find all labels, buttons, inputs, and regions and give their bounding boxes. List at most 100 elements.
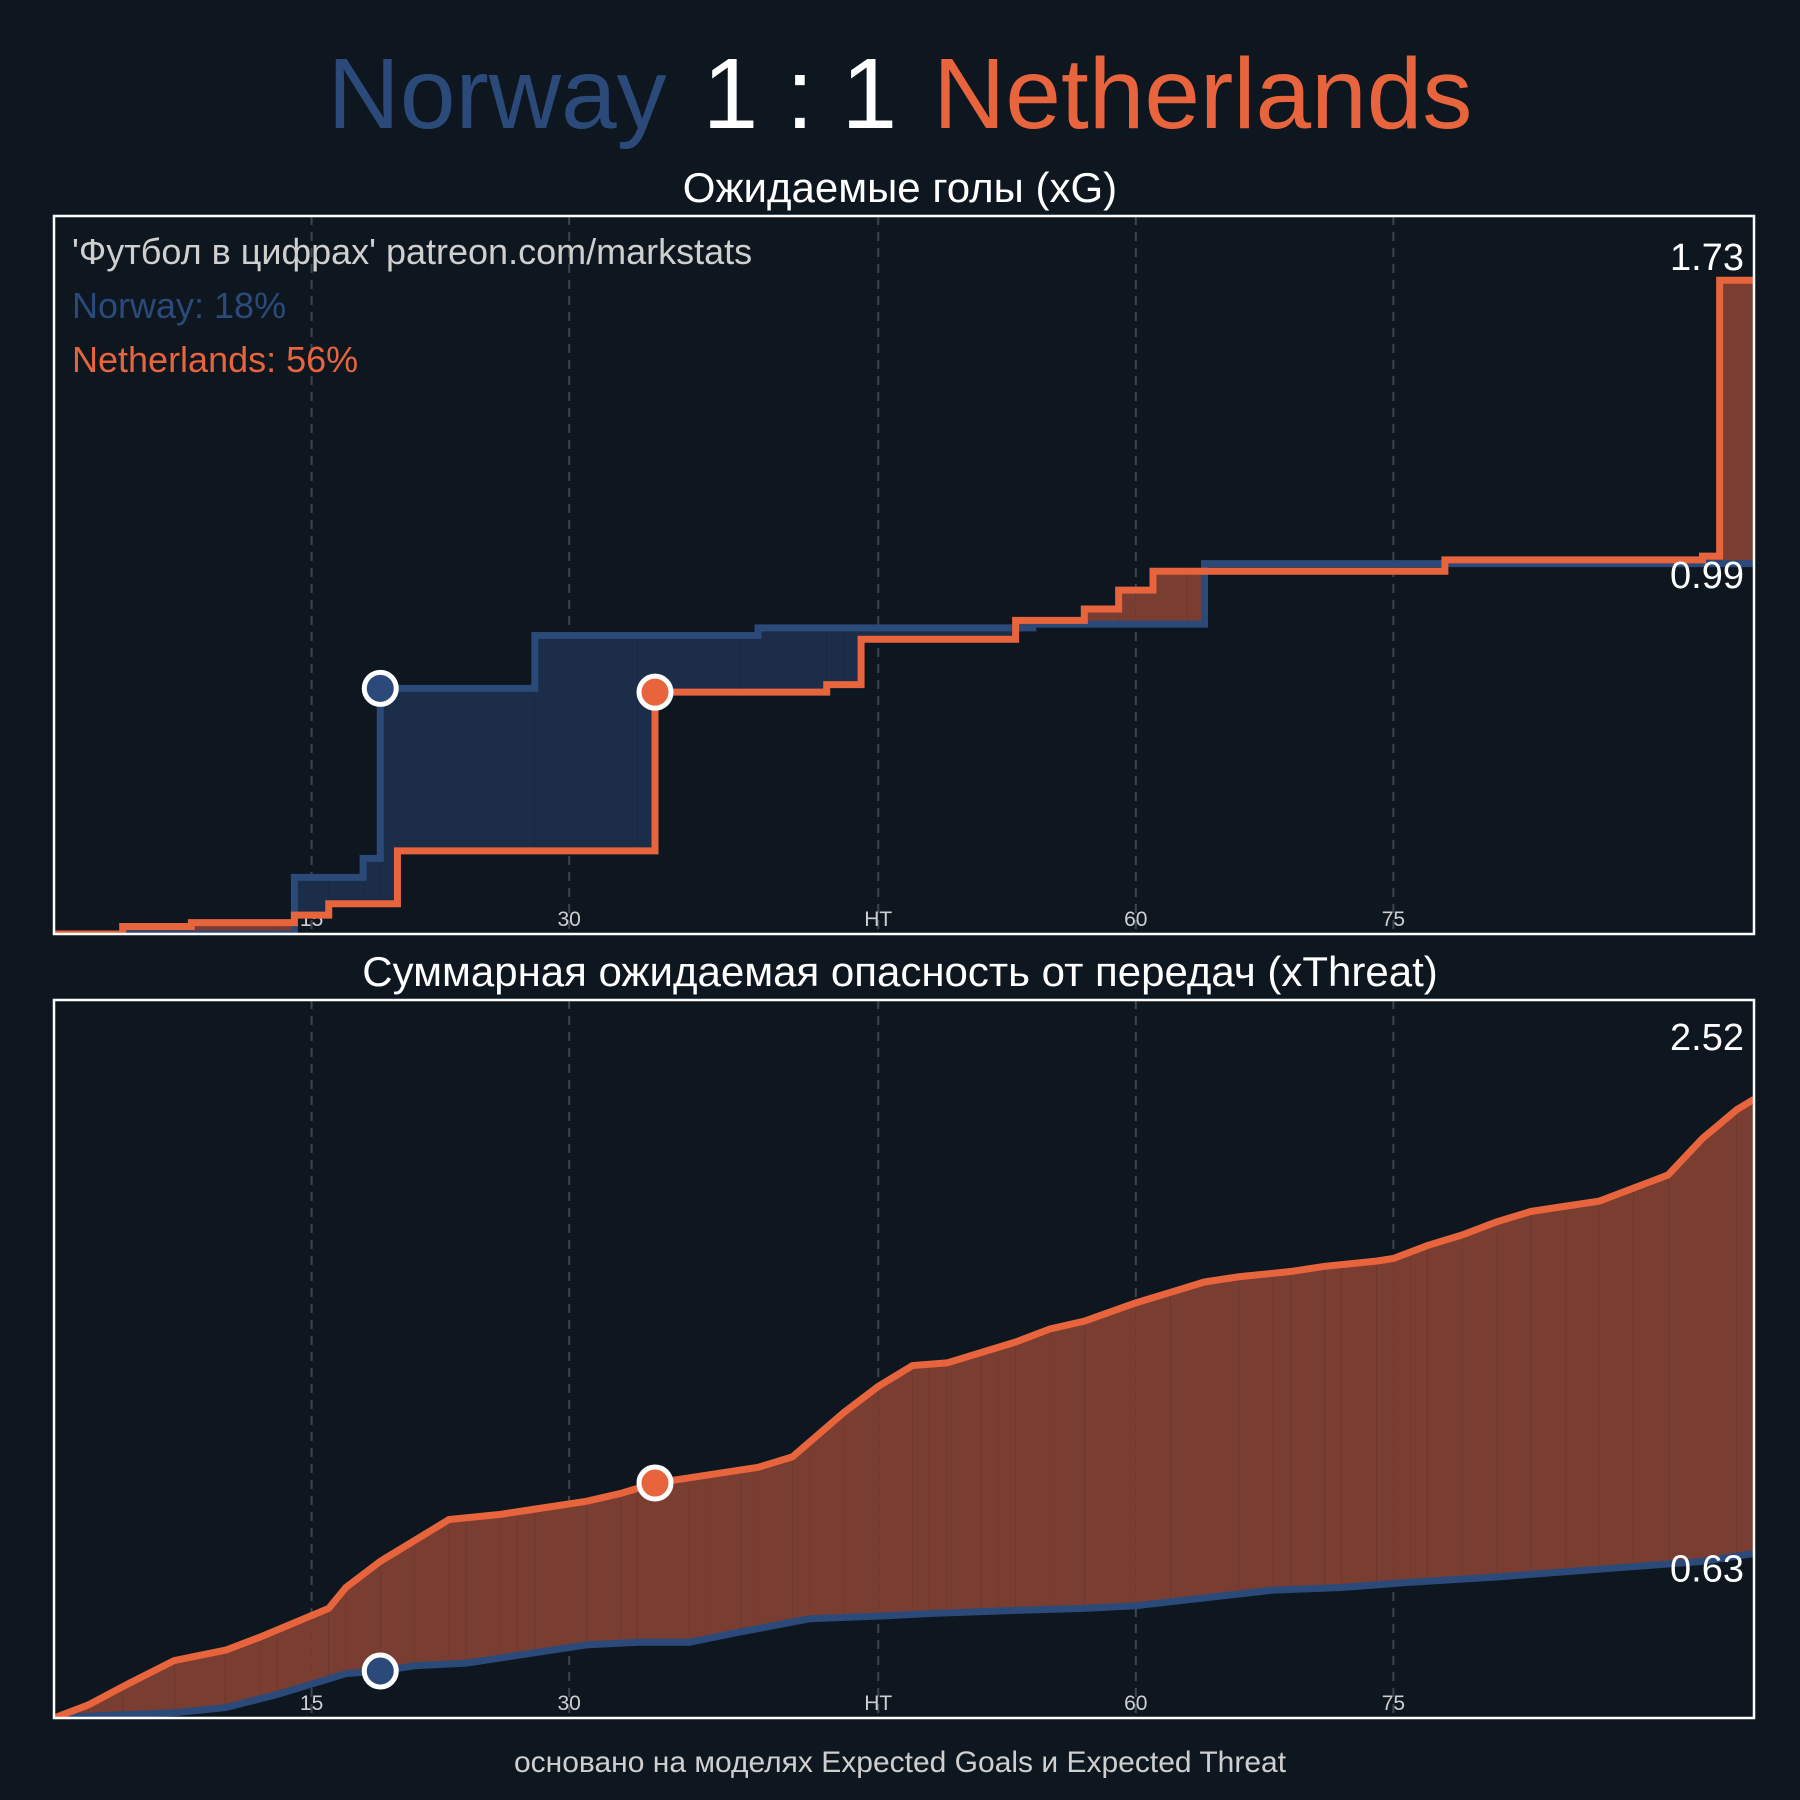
netherlands-lead-area (946, 1352, 982, 1613)
norway-goal-marker (361, 1652, 399, 1690)
netherlands-lead-area (1736, 1099, 1754, 1557)
netherlands-lead-area (414, 1519, 449, 1666)
score-title: Norway 1 : 1 Netherlands (328, 38, 1473, 150)
home-win-prob: Norway: 18% (72, 285, 286, 326)
netherlands-lead-area (1462, 1221, 1497, 1580)
tick-label: HT (864, 908, 892, 931)
netherlands-end-value: 2.52 (1670, 1017, 1744, 1059)
norway-lead-area (380, 688, 398, 904)
norway-xthreat-line (54, 1550, 1754, 1718)
netherlands-lead-area (1324, 1264, 1342, 1589)
netherlands-lead-area (998, 1342, 1016, 1611)
norway-lead-area (328, 877, 346, 904)
norway-lead-area (809, 627, 827, 693)
netherlands-lead-area (1170, 1281, 1205, 1602)
netherlands-lead-area (1135, 1292, 1171, 1606)
norway-lead-area (294, 877, 329, 916)
netherlands-lead-area (655, 1477, 690, 1643)
xthreat-panel-title: Суммарная ожидаемая опасность от передач… (362, 948, 1438, 995)
netherlands-lead-area (260, 1629, 278, 1699)
netherlands-lead-area (1084, 609, 1102, 625)
netherlands-lead-area (328, 1587, 346, 1679)
netherlands-goal-marker (636, 1464, 674, 1502)
norway-lead-area (826, 627, 844, 685)
netherlands-lead-area (1702, 1109, 1737, 1562)
netherlands-lead-area (1530, 1206, 1566, 1575)
netherlands-lead-area (1049, 1321, 1085, 1610)
netherlands-lead-area (1015, 1328, 1050, 1611)
norway-lead-area (655, 635, 741, 693)
netherlands-lead-area (740, 1467, 759, 1632)
netherlands-lead-area (1633, 1174, 1669, 1567)
netherlands-lead-area (1152, 571, 1188, 625)
netherlands-lead-area (792, 1442, 810, 1623)
netherlands-lead-area (1290, 1266, 1325, 1590)
norway-lead-area (843, 627, 862, 685)
netherlands-lead-area (517, 1509, 535, 1656)
netherlands-lead-area (1376, 1258, 1394, 1585)
tick-label: 75 (1382, 908, 1405, 931)
panel-frame (52, 214, 1756, 936)
netherlands-xthreat-line (54, 1096, 1754, 1718)
netherlands-lead-area (706, 1469, 741, 1639)
netherlands-lead-area (1496, 1211, 1531, 1578)
score: 1 : 1 (703, 38, 898, 150)
netherlands-lead-area (311, 1608, 329, 1685)
norway-end-value: 0.63 (1670, 1549, 1744, 1591)
xg-panel: 15 30 HT 60 750.991.73 (52, 214, 1756, 936)
netherlands-lead-area (620, 1488, 638, 1644)
netherlands-lead-area (586, 1493, 621, 1645)
netherlands-lead-area (1410, 1245, 1428, 1583)
panel-frame (52, 998, 1756, 1720)
tick-label: HT (864, 1692, 892, 1715)
netherlands-lead-area (929, 1362, 947, 1614)
tick-label: 75 (1382, 1692, 1405, 1715)
tick-label: 15 (300, 1692, 323, 1715)
watermark: 'Футбол в цифрах' patreon.com/markstats (72, 231, 752, 272)
netherlands-lead-area (345, 1561, 381, 1674)
away-team-name: Netherlands (933, 38, 1472, 150)
tick-label: 30 (557, 1692, 580, 1715)
xg-panel-title: Ожидаемые голы (xG) (683, 164, 1117, 211)
footer-note: основано на моделях Expected Goals и Exp… (514, 1746, 1287, 1779)
netherlands-lead-area (1135, 590, 1153, 625)
netherlands-lead-area (758, 1456, 793, 1629)
netherlands-end-value: 1.73 (1670, 237, 1744, 279)
netherlands-lead-area (1427, 1234, 1463, 1582)
norway-lead-area (517, 688, 535, 851)
norway-lead-area (345, 877, 364, 904)
netherlands-lead-area (637, 1483, 656, 1643)
netherlands-lead-area (809, 1412, 844, 1619)
netherlands-lead-area (174, 1650, 226, 1713)
netherlands-lead-area (1668, 1138, 1703, 1564)
netherlands-lead-area (1118, 590, 1136, 625)
netherlands-lead-area (1101, 609, 1119, 625)
norway-lead-area (740, 635, 759, 693)
netherlands-lead-area (981, 1347, 999, 1612)
netherlands-lead-area (1565, 1201, 1600, 1572)
netherlands-lead-area (1599, 1187, 1634, 1570)
netherlands-lead-area (1084, 1302, 1136, 1609)
netherlands-lead-area (500, 1511, 518, 1658)
norway-goal-marker (361, 669, 399, 707)
netherlands-lead-area (122, 1660, 175, 1715)
tick-label: 30 (557, 908, 580, 931)
netherlands-xg-line (54, 276, 1754, 934)
norway-lead-area (758, 627, 810, 693)
netherlands-lead-area (1204, 1276, 1239, 1598)
norway-lead-area (397, 688, 518, 851)
netherlands-lead-area (1187, 571, 1205, 625)
netherlands-lead-area (1341, 1261, 1377, 1588)
netherlands-lead-area (912, 1364, 930, 1615)
netherlands-lead-area (448, 1517, 467, 1665)
netherlands-lead-area (466, 1514, 501, 1664)
netherlands-lead-area (843, 1386, 879, 1618)
home-team-name: Norway (328, 38, 667, 150)
away-win-prob: Netherlands: 56% (72, 339, 358, 380)
netherlands-lead-area (1393, 1251, 1411, 1584)
netherlands-lead-area (1719, 280, 1754, 564)
norway-xg-line (54, 559, 1754, 934)
netherlands-lead-area (1238, 1273, 1274, 1594)
xthreat-panel: 15 30 HT 60 75 0.63 2.52 (52, 998, 1756, 1720)
